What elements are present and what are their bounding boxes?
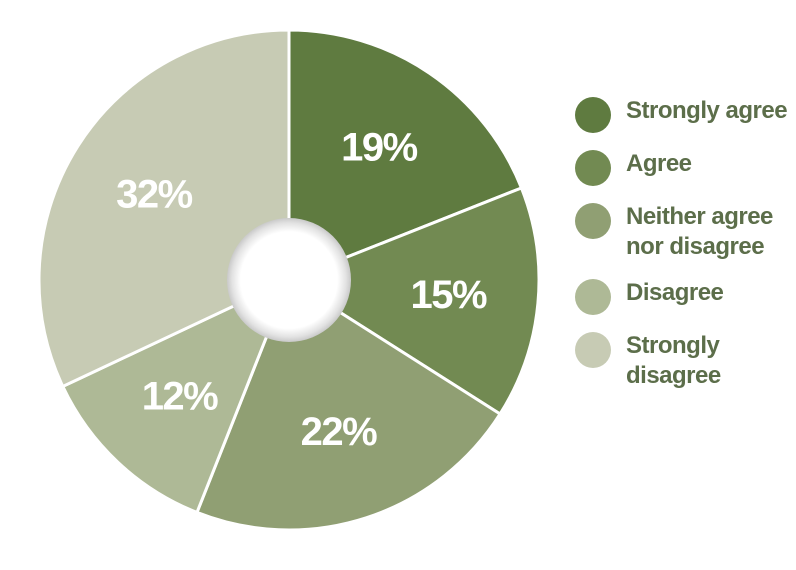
legend-item-neither: Neither agree nor disagree xyxy=(575,202,790,262)
slice-value-label: 22% xyxy=(301,410,377,454)
legend-swatch xyxy=(575,332,611,368)
legend-item-disagree: Disagree xyxy=(575,278,790,315)
pie-slice-strongly-agree xyxy=(287,28,523,282)
legend-swatch xyxy=(575,97,611,133)
legend-label: Strongly disagree xyxy=(626,332,721,389)
slice-value-label: 19% xyxy=(341,126,417,170)
legend-item-strongly-agree: Strongly agree xyxy=(575,96,790,133)
legend-item-strongly-disagree: Strongly disagree xyxy=(575,331,790,391)
pie-chart-plot: 19% 15% 22% 12% 32% xyxy=(37,28,541,532)
pie-slice-disagree xyxy=(61,278,291,514)
legend-swatch xyxy=(575,203,611,239)
pie-slice-agree xyxy=(287,186,541,416)
donut-hole xyxy=(227,218,351,342)
legend-label: Agree xyxy=(626,150,692,177)
slice-value-label: 12% xyxy=(142,375,218,419)
pie-slice-strongly-disagree xyxy=(37,28,291,388)
legend-swatch xyxy=(575,279,611,315)
legend-item-agree: Agree xyxy=(575,149,790,186)
legend-label: Strongly agree xyxy=(626,97,788,124)
legend: Strongly agree Agree Neither agree nor d… xyxy=(575,96,790,407)
legend-label: Disagree xyxy=(626,279,724,306)
slice-value-label: 32% xyxy=(116,172,192,216)
pie-slices xyxy=(37,28,541,532)
pie-slice-neither-agree-nor-disagree xyxy=(195,278,502,532)
slice-value-label: 15% xyxy=(411,273,487,317)
pie-value-labels: 19% 15% 22% 12% 32% xyxy=(116,126,488,455)
legend-swatch xyxy=(575,150,611,186)
legend-label: Neither agree nor disagree xyxy=(626,203,773,260)
